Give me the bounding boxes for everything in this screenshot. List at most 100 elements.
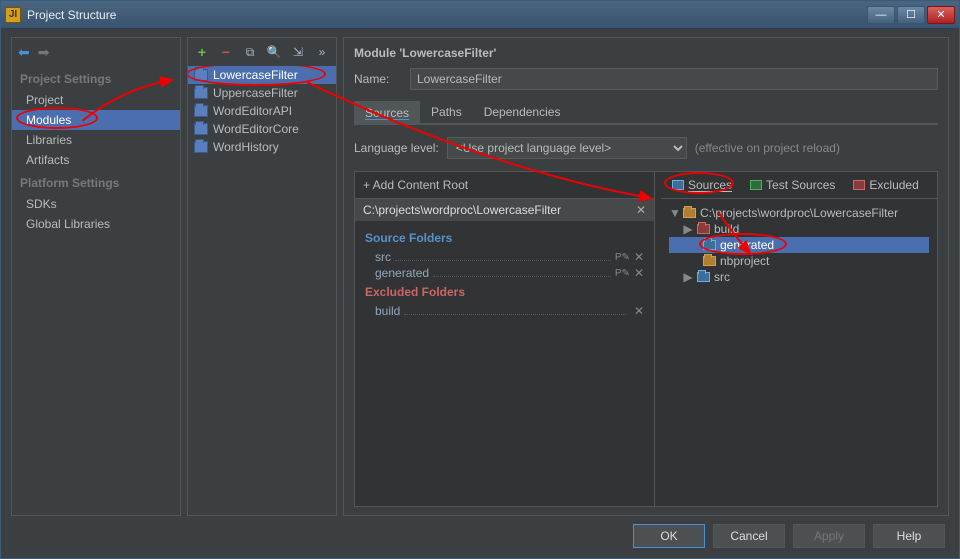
content-root-path[interactable]: C:\projects\wordproc\LowercaseFilter ✕ — [355, 199, 654, 221]
window-title: Project Structure — [27, 8, 867, 22]
language-level-label: Language level: — [354, 141, 439, 155]
remove-folder-button[interactable]: ✕ — [634, 304, 644, 318]
source-folder-row[interactable]: generated P✎✕ — [365, 265, 644, 281]
tree-node[interactable]: ▶ src — [669, 269, 929, 285]
section-header: Platform Settings — [12, 170, 180, 194]
dialog-buttons: OK Cancel Apply Help — [11, 522, 949, 548]
name-row: Name: — [354, 68, 938, 90]
source-folders-header: Source Folders — [365, 231, 644, 245]
language-level-select[interactable]: <Use project language level> — [447, 137, 687, 159]
app-icon: JI — [5, 7, 21, 23]
sidebar-item-artifacts[interactable]: Artifacts — [12, 150, 180, 170]
tree-node[interactable]: generated — [669, 237, 929, 253]
sidebar-item-global-libraries[interactable]: Global Libraries — [12, 214, 180, 234]
module-label: UppercaseFilter — [213, 86, 298, 100]
remove-root-button[interactable]: ✕ — [636, 203, 646, 217]
help-button[interactable]: Help — [873, 524, 945, 548]
tree-toggle[interactable]: ▶ — [683, 270, 693, 284]
module-list: LowercaseFilter UppercaseFilter WordEdit… — [188, 66, 336, 515]
module-icon — [194, 123, 208, 135]
mark-excluded-button[interactable]: Excluded — [850, 177, 921, 193]
add-module-button[interactable]: + — [194, 44, 210, 60]
ok-button[interactable]: OK — [633, 524, 705, 548]
folder-icon — [703, 240, 716, 250]
module-item[interactable]: WordEditorCore — [188, 120, 336, 138]
remove-folder-button[interactable]: ✕ — [634, 250, 644, 264]
expand-button[interactable]: ⇲ — [290, 45, 306, 59]
content-root-left: + Add Content Root C:\projects\wordproc\… — [355, 172, 655, 506]
module-icon — [194, 69, 208, 81]
module-label: LowercaseFilter — [213, 68, 298, 82]
minimize-button[interactable]: — — [867, 6, 895, 24]
module-item[interactable]: WordHistory — [188, 138, 336, 156]
module-toolbar: + − ⧉ 🔍 ⇲ » — [188, 38, 336, 66]
root-path-text: C:\projects\wordproc\LowercaseFilter — [363, 203, 561, 217]
titlebar: JI Project Structure — ☐ ✕ — [1, 1, 959, 29]
name-label: Name: — [354, 72, 400, 86]
folder-icon — [672, 180, 684, 190]
dialog-window: JI Project Structure — ☐ ✕ ⬅ ➡ — [0, 0, 960, 559]
tree-node[interactable]: ▶ build — [669, 221, 929, 237]
more-button[interactable]: » — [314, 45, 330, 59]
sidebar-item-sdks[interactable]: SDKs — [12, 194, 180, 214]
folder-icon — [697, 224, 710, 234]
module-name-input[interactable] — [410, 68, 938, 90]
forward-button[interactable]: ➡ — [38, 44, 50, 61]
folder-icon — [703, 256, 716, 266]
close-button[interactable]: ✕ — [927, 6, 955, 24]
source-folder-row[interactable]: src P✎✕ — [365, 249, 644, 265]
module-label: WordHistory — [213, 140, 279, 154]
folder-tree: ▼ C:\projects\wordproc\LowercaseFilter ▶… — [661, 199, 937, 291]
sidebar-item-modules[interactable]: Modules — [12, 110, 180, 130]
maximize-button[interactable]: ☐ — [897, 6, 925, 24]
content-roots: + Add Content Root C:\projects\wordproc\… — [354, 171, 938, 507]
tree-toggle[interactable]: ▼ — [669, 206, 679, 220]
tab-sources[interactable]: Sources — [354, 101, 420, 124]
dialog-body: ⬅ ➡ Project Settings Project Modules Lib… — [1, 29, 959, 558]
tree-root[interactable]: ▼ C:\projects\wordproc\LowercaseFilter — [669, 205, 929, 221]
mark-as-bar: Sources Test Sources Excluded — [661, 172, 937, 199]
tab-paths[interactable]: Paths — [420, 100, 473, 123]
add-content-root-button[interactable]: + Add Content Root — [355, 172, 654, 199]
tab-dependencies[interactable]: Dependencies — [473, 100, 572, 123]
remove-folder-button[interactable]: ✕ — [634, 266, 644, 280]
tree-node[interactable]: nbproject — [669, 253, 929, 269]
folder-icon — [750, 180, 762, 190]
module-label: WordEditorCore — [213, 122, 299, 136]
excluded-folders-header: Excluded Folders — [365, 285, 644, 299]
module-label: WordEditorAPI — [213, 104, 292, 118]
sidebar-item-project[interactable]: Project — [12, 90, 180, 110]
module-icon — [194, 141, 208, 153]
cancel-button[interactable]: Cancel — [713, 524, 785, 548]
main-columns: ⬅ ➡ Project Settings Project Modules Lib… — [11, 37, 949, 516]
section-header: Project Settings — [12, 66, 180, 90]
content-root-right: Sources Test Sources Excluded — [661, 172, 937, 506]
module-icon — [194, 87, 208, 99]
sidebar-nav: ⬅ ➡ — [12, 38, 180, 66]
mark-tests-button[interactable]: Test Sources — [747, 177, 838, 193]
language-level-row: Language level: <Use project language le… — [354, 133, 938, 163]
copy-module-button[interactable]: ⧉ — [242, 45, 258, 60]
module-detail-panel: Module 'LowercaseFilter' Name: Sources P… — [343, 37, 949, 516]
find-module-button[interactable]: 🔍 — [266, 45, 282, 59]
module-item[interactable]: WordEditorAPI — [188, 102, 336, 120]
excluded-folder-row[interactable]: build ✕ — [365, 303, 644, 319]
language-level-note: (effective on project reload) — [695, 141, 840, 155]
module-list-panel: + − ⧉ 🔍 ⇲ » LowercaseFilter Uppercase — [187, 37, 337, 516]
module-tabs: Sources Paths Dependencies — [354, 100, 938, 125]
sidebar-item-libraries[interactable]: Libraries — [12, 130, 180, 150]
mark-sources-button[interactable]: Sources — [669, 177, 735, 193]
apply-button[interactable]: Apply — [793, 524, 865, 548]
window-buttons: — ☐ ✕ — [867, 6, 955, 24]
module-icon — [194, 105, 208, 117]
folder-icon — [853, 180, 865, 190]
remove-module-button[interactable]: − — [218, 44, 234, 60]
module-item[interactable]: LowercaseFilter — [188, 66, 336, 84]
tree-toggle[interactable]: ▶ — [683, 222, 693, 236]
folder-icon — [697, 272, 710, 282]
back-button[interactable]: ⬅ — [18, 44, 30, 61]
module-title: Module 'LowercaseFilter' — [354, 46, 938, 60]
sidebar: ⬅ ➡ Project Settings Project Modules Lib… — [11, 37, 181, 516]
module-item[interactable]: UppercaseFilter — [188, 84, 336, 102]
folder-groups: Source Folders src P✎✕ generated P✎✕ Exc… — [355, 221, 654, 325]
